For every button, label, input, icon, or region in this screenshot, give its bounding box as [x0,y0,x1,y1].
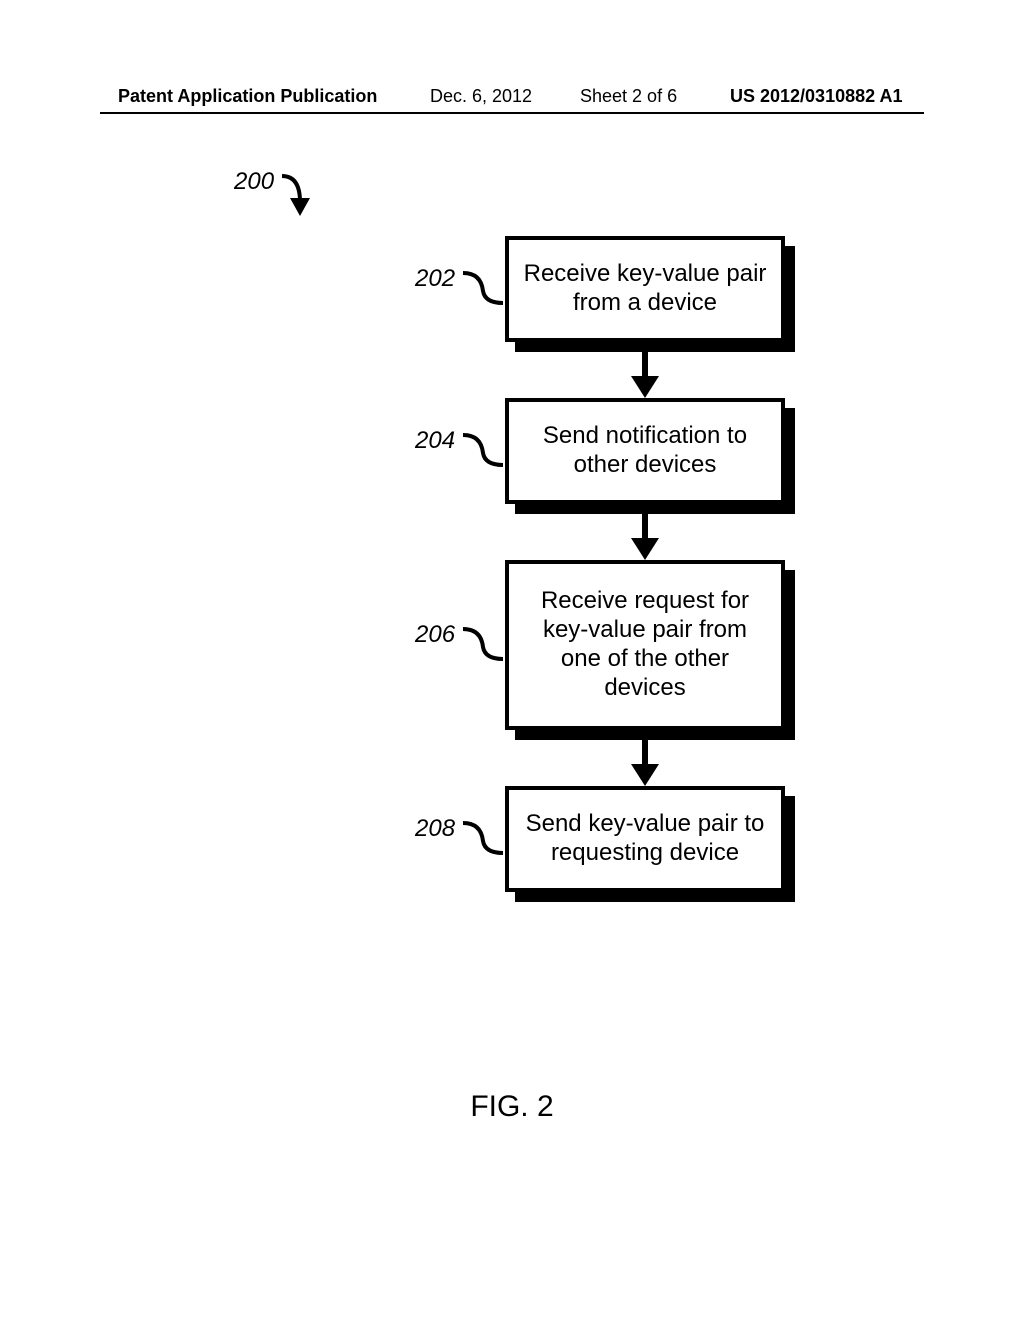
flow-step: Send key-value pair to requesting device [505,786,785,892]
arrow-stem [642,352,648,378]
ref-label-200: 200 [234,168,274,196]
flow-step: Receive request for key-value pair from … [505,560,785,730]
ref-label-204: 204 [415,427,455,455]
ref-hook-208 [459,819,509,859]
ref-label-208: 208 [415,815,455,843]
flow-step-text: Send key-value pair to requesting device [523,810,767,868]
flow-step: Send notification to other devices [505,398,785,504]
ref-label-206: 206 [415,621,455,649]
header-pubno: US 2012/0310882 A1 [730,86,902,107]
figure-label: FIG. 2 [0,1090,1024,1124]
flow-step-text: Receive request for key-value pair from … [523,587,767,702]
arrow-head [631,764,659,786]
header-sheet: Sheet 2 of 6 [580,86,677,107]
ref-hook-206 [459,625,509,665]
header-publication: Patent Application Publication [118,86,377,107]
header-rule [100,112,924,114]
header-date: Dec. 6, 2012 [430,86,532,107]
ref-hook-202 [459,269,509,309]
page: Patent Application Publication Dec. 6, 2… [0,0,1024,1320]
arrow-stem [642,740,648,766]
arrow-head [631,538,659,560]
flow-step: Receive key-value pair from a device [505,236,785,342]
ref-label-202: 202 [415,265,455,293]
arrow-head [631,376,659,398]
flow-step-text: Send notification to other devices [523,422,767,480]
arrow-stem [642,514,648,540]
ref-hook-200 [276,172,316,222]
flow-step-text: Receive key-value pair from a device [523,260,767,318]
ref-hook-204 [459,431,509,471]
